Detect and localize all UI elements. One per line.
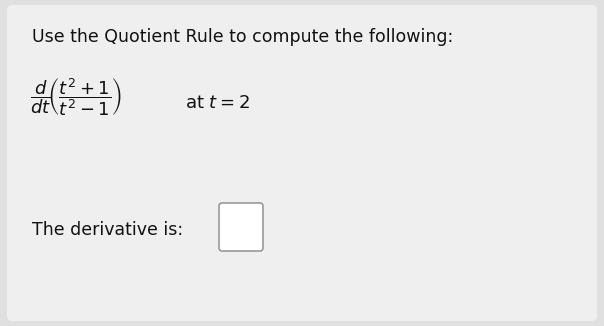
Text: $\dfrac{d}{dt}\!\left(\dfrac{t^2+1}{t^2-1}\right)$: $\dfrac{d}{dt}\!\left(\dfrac{t^2+1}{t^2-… bbox=[30, 76, 122, 118]
Text: $\mathrm{at}\ t = 2$: $\mathrm{at}\ t = 2$ bbox=[185, 94, 250, 112]
Text: The derivative is:: The derivative is: bbox=[32, 221, 183, 239]
Text: Use the Quotient Rule to compute the following:: Use the Quotient Rule to compute the fol… bbox=[32, 28, 453, 46]
FancyBboxPatch shape bbox=[219, 203, 263, 251]
FancyBboxPatch shape bbox=[7, 5, 597, 321]
